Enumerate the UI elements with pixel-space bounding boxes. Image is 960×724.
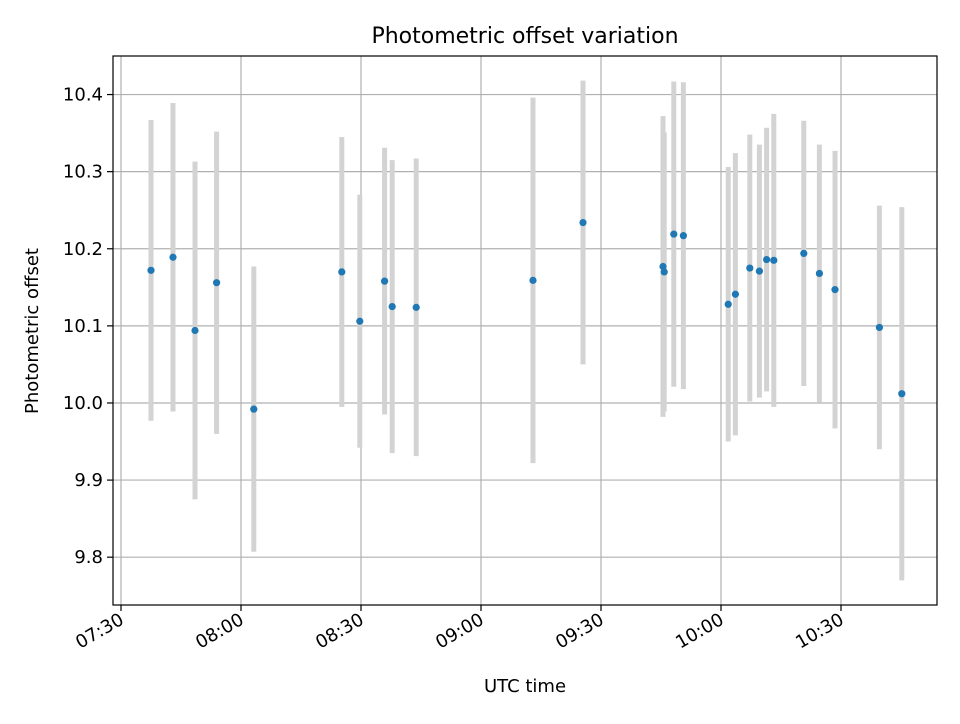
data-point <box>338 268 346 276</box>
data-point <box>659 262 667 271</box>
y-tick-label: 9.9 <box>74 470 103 491</box>
data-point <box>815 269 824 278</box>
data-point <box>356 317 364 325</box>
y-axis-label: Photometric offset <box>22 248 43 414</box>
data-point <box>388 302 396 311</box>
grid-layer <box>113 56 937 605</box>
y-tick-label: 10.3 <box>63 162 103 183</box>
y-tick-layer: 9.8 9.9 10.0 10.1 10.2 10.3 10.4 <box>63 85 113 568</box>
data-point <box>763 255 771 264</box>
data-point <box>381 277 389 285</box>
plot-frame <box>112 55 938 606</box>
data-point <box>670 230 678 238</box>
y-tick-label: 9.8 <box>74 547 103 568</box>
data-point <box>412 303 420 311</box>
y-tick-label: 10.0 <box>63 393 103 414</box>
data-point <box>660 268 668 276</box>
data-point <box>529 276 537 284</box>
x-axis-label: UTC time <box>484 676 566 697</box>
chart-title: Photometric offset variation <box>371 24 678 49</box>
data-point <box>875 323 884 332</box>
point-layer <box>147 218 906 413</box>
data-point <box>169 253 177 261</box>
data-point <box>898 390 906 398</box>
data-point <box>579 218 587 227</box>
data-point <box>770 256 778 264</box>
y-tick-label: 10.2 <box>63 239 103 260</box>
data-point <box>800 249 808 257</box>
data-point <box>731 290 740 298</box>
data-point <box>250 405 258 413</box>
y-tick-label: 10.1 <box>63 316 103 337</box>
y-tick-label: 10.4 <box>63 85 103 106</box>
data-point <box>755 267 764 275</box>
data-point <box>679 232 688 240</box>
data-point <box>213 279 221 287</box>
data-point <box>191 326 199 335</box>
data-point <box>724 300 732 308</box>
data-point <box>147 266 155 274</box>
data-point <box>831 286 839 294</box>
data-point <box>746 264 754 272</box>
